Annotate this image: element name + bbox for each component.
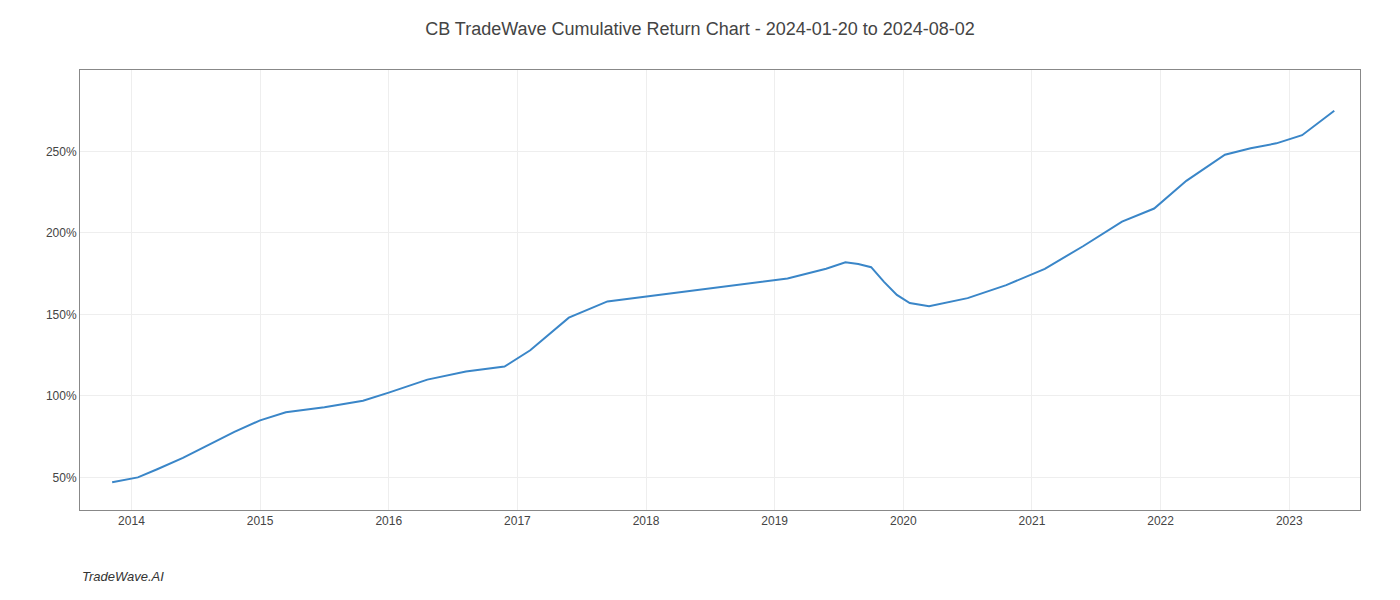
svg-text:2014: 2014 — [118, 514, 145, 528]
svg-text:200%: 200% — [46, 226, 77, 240]
svg-text:250%: 250% — [46, 145, 77, 159]
svg-text:2016: 2016 — [375, 514, 402, 528]
svg-text:100%: 100% — [46, 389, 77, 403]
svg-text:2018: 2018 — [633, 514, 660, 528]
svg-text:CB TradeWave Cumulative Return: CB TradeWave Cumulative Return Chart - 2… — [425, 19, 975, 39]
svg-text:2021: 2021 — [1019, 514, 1046, 528]
svg-text:2019: 2019 — [761, 514, 788, 528]
svg-text:2015: 2015 — [247, 514, 274, 528]
svg-text:50%: 50% — [53, 471, 77, 485]
svg-text:2017: 2017 — [504, 514, 531, 528]
svg-text:TradeWave.AI: TradeWave.AI — [82, 569, 164, 584]
svg-text:150%: 150% — [46, 308, 77, 322]
svg-text:2022: 2022 — [1147, 514, 1174, 528]
svg-text:2020: 2020 — [890, 514, 917, 528]
svg-text:2023: 2023 — [1276, 514, 1303, 528]
